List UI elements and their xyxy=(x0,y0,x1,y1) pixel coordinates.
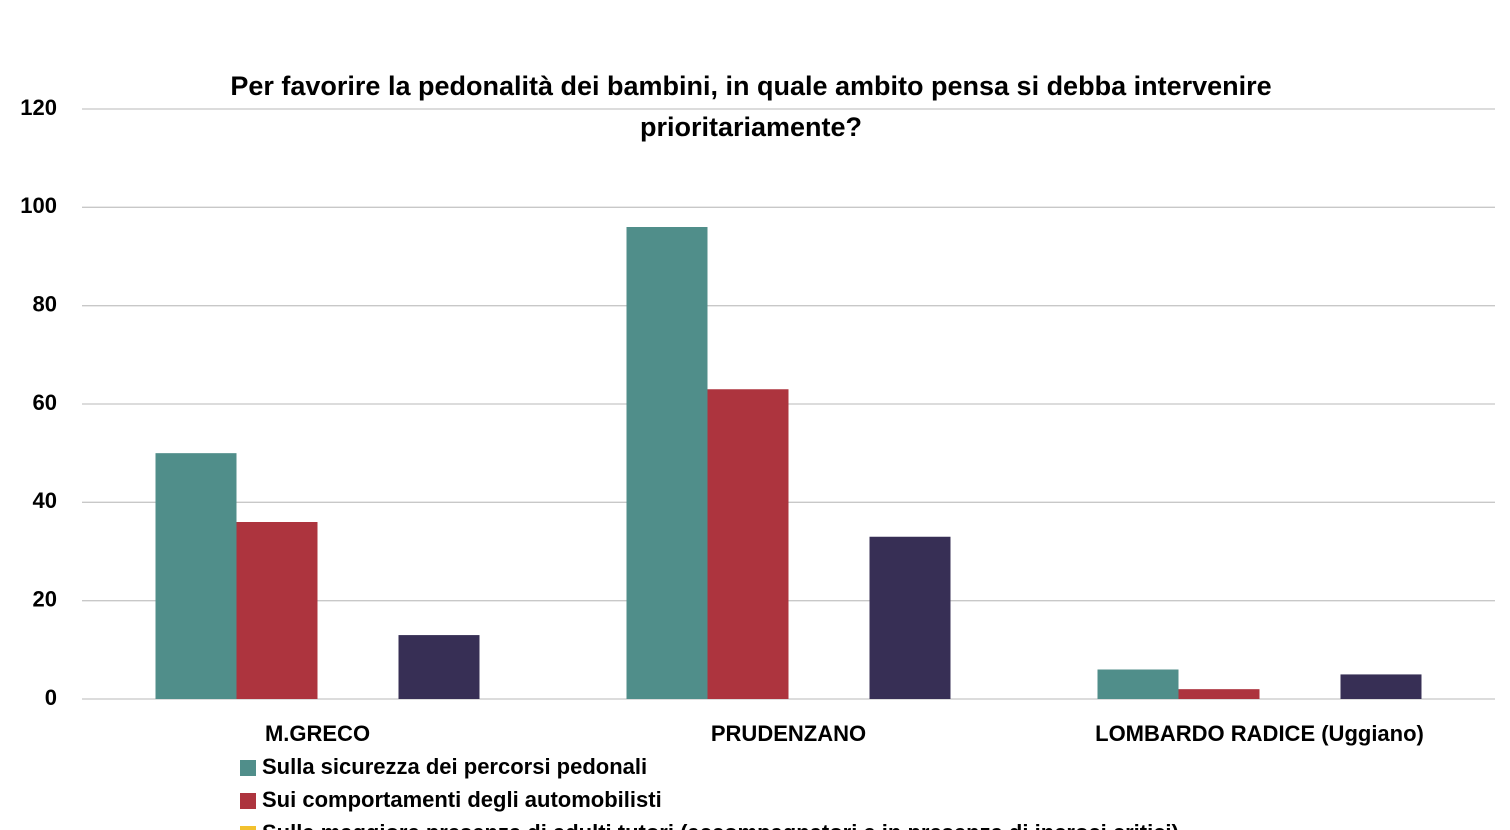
bar xyxy=(869,536,951,699)
bar xyxy=(1340,674,1422,699)
bar xyxy=(236,522,318,699)
chart-title: Per favorire la pedonalità dei bambini, … xyxy=(230,71,1272,142)
legend-label: Sulla maggiore presenza di adulti tutori… xyxy=(262,820,1179,830)
bar xyxy=(1097,669,1179,699)
legend-label: Sulla sicurezza dei percorsi pedonali xyxy=(262,754,647,779)
bar xyxy=(1178,689,1260,699)
legend-swatch xyxy=(240,793,256,809)
x-tick-label: LOMBARDO RADICE (Uggiano) xyxy=(1095,721,1424,746)
y-tick-label: 80 xyxy=(33,291,57,316)
y-tick-label: 120 xyxy=(20,95,57,120)
x-tick-label: PRUDENZANO xyxy=(711,721,866,746)
bar xyxy=(155,453,237,699)
legend-label: Sui comportamenti degli automobilisti xyxy=(262,787,662,812)
bar xyxy=(707,389,789,699)
y-tick-label: 60 xyxy=(33,390,57,415)
bar xyxy=(398,635,480,699)
y-tick-label: 100 xyxy=(20,193,57,218)
bar xyxy=(626,227,708,699)
y-tick-label: 20 xyxy=(33,586,57,611)
y-tick-label: 40 xyxy=(33,488,57,513)
x-tick-label: M.GRECO xyxy=(265,721,370,746)
y-tick-label: 0 xyxy=(45,685,57,710)
legend-swatch xyxy=(240,826,256,830)
legend-swatch xyxy=(240,760,256,776)
